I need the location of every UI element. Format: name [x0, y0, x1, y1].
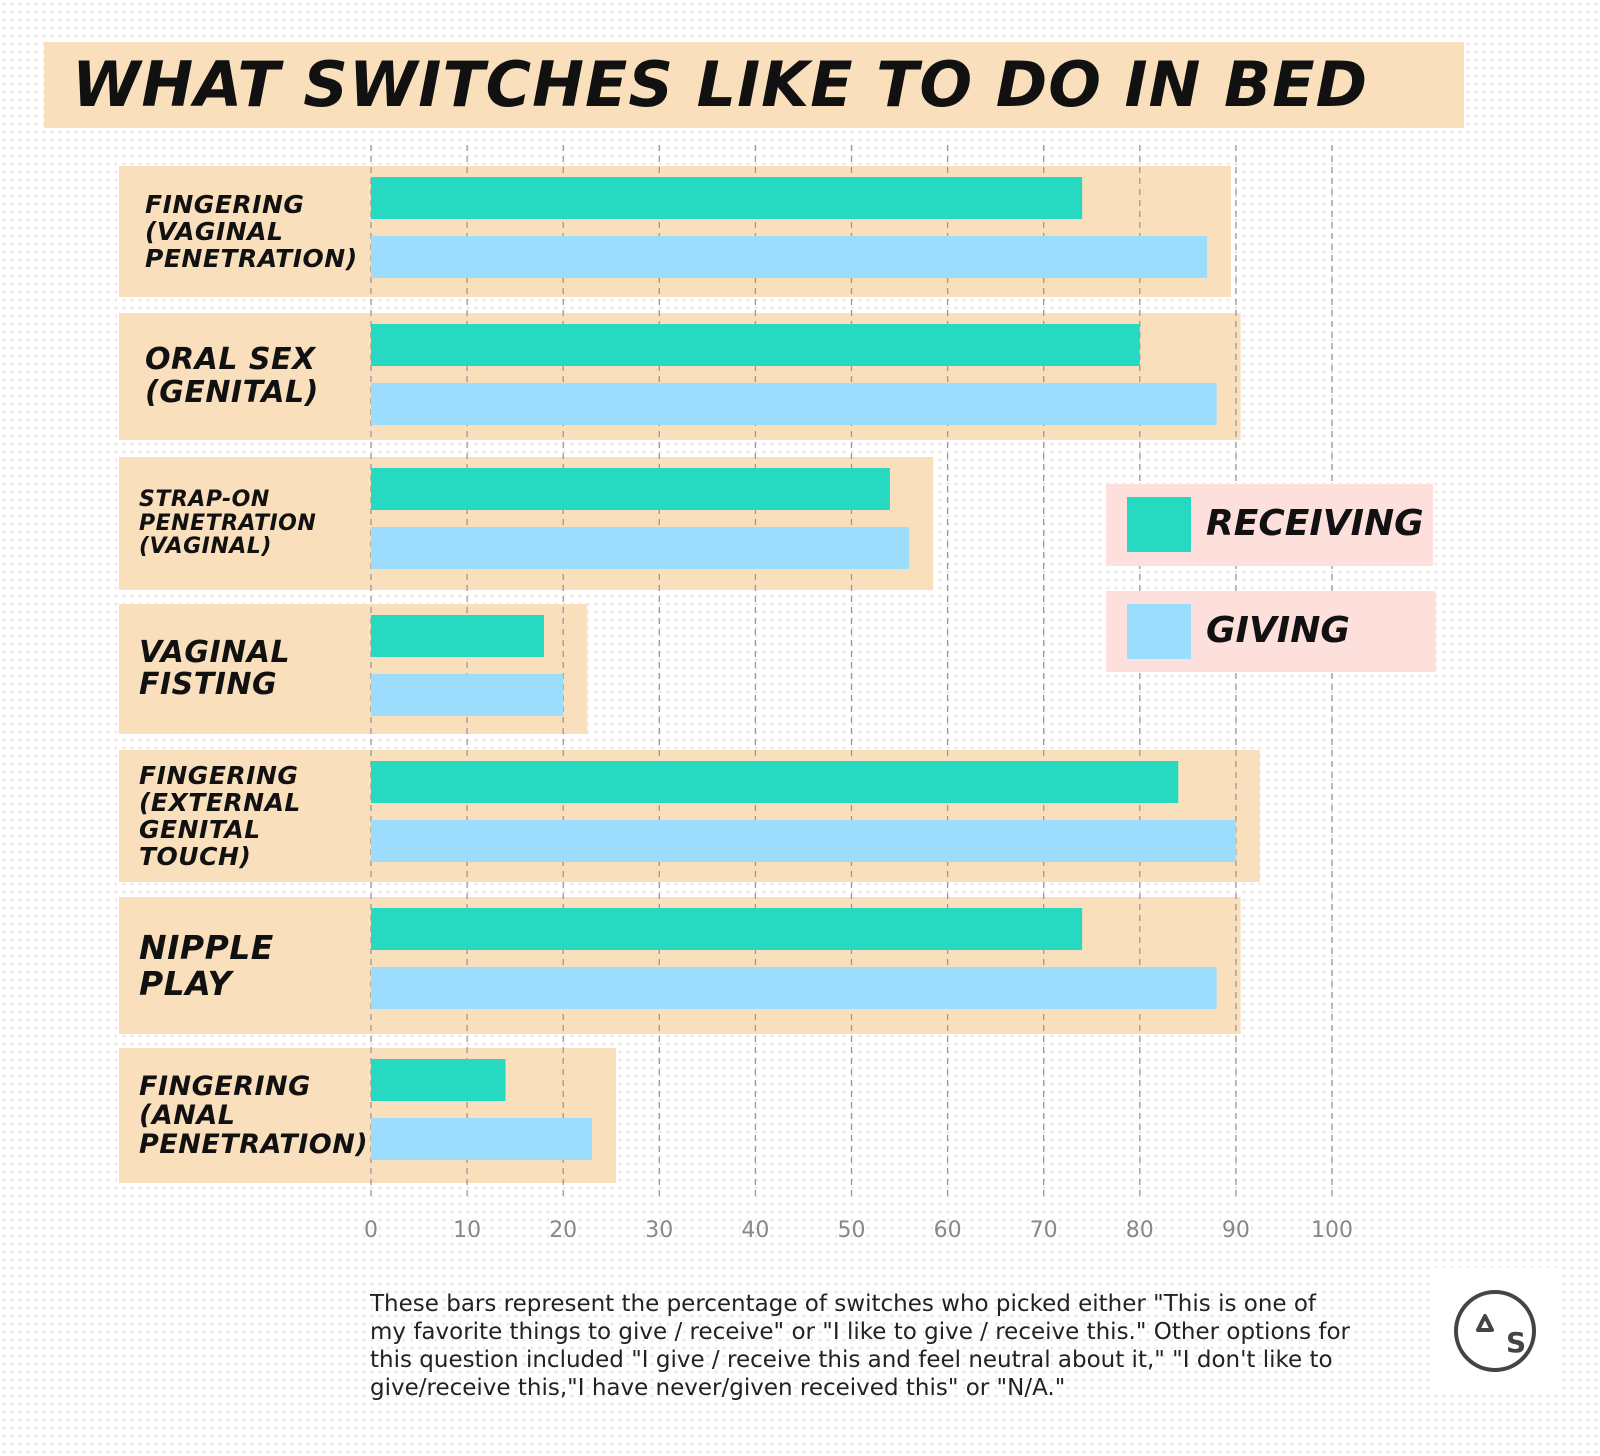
category-label: NIPPLE PLAY — [139, 927, 274, 1003]
x-tick-label: 30 — [645, 1218, 673, 1243]
bar-giving — [371, 967, 1217, 1009]
bar-chart: 0 10 20 30 40 50 60 70 80 90 100 — [119, 145, 1353, 1243]
autostraddle-logo-icon: S — [1454, 1290, 1536, 1372]
category-label: FINGERING (VAGINAL PENETRATION) — [145, 190, 358, 273]
bar-receiving — [371, 761, 1179, 803]
category-label: VAGINAL FISTING — [139, 634, 291, 702]
bar-receiving — [371, 1059, 506, 1101]
bar-receiving — [371, 908, 1083, 950]
x-tick-label: 70 — [1030, 1218, 1058, 1243]
bar-receiving — [371, 324, 1140, 366]
legend-label: RECEIVING — [1206, 503, 1424, 544]
x-tick-label: 0 — [364, 1218, 378, 1243]
legend-swatch — [1127, 497, 1191, 552]
x-tick-label: 90 — [1222, 1218, 1250, 1243]
chart-title: WHAT SWITCHES LIKE TO DO IN BED — [72, 48, 1369, 121]
legend-swatch — [1127, 604, 1191, 659]
x-tick-label: 60 — [934, 1218, 962, 1243]
logo-letter: S — [1506, 1326, 1526, 1359]
category-label: STRAP-ON PENETRATION (VAGINAL) — [139, 486, 317, 560]
bar-giving — [371, 383, 1217, 425]
x-tick-label: 50 — [838, 1218, 866, 1243]
bar-receiving — [371, 177, 1083, 219]
x-tick-label: 100 — [1311, 1218, 1353, 1243]
bar-giving — [371, 820, 1236, 862]
bar-receiving — [371, 615, 544, 657]
x-tick-label: 80 — [1126, 1218, 1154, 1243]
category-label: ORAL SEX (GENITAL) — [145, 342, 319, 410]
bar-receiving — [371, 468, 890, 510]
x-tick-label: 10 — [453, 1218, 481, 1243]
x-tick-label: 20 — [549, 1218, 577, 1243]
footnote: These bars represent the percentage of s… — [370, 1291, 1351, 1401]
category-label: FINGERING (EXTERNAL GENITAL TOUCH) — [139, 761, 301, 871]
x-tick-label: 40 — [741, 1218, 769, 1243]
bar-giving — [371, 1118, 593, 1160]
bar-giving — [371, 527, 910, 569]
category-label: FINGERING (ANAL PENETRATION) — [139, 1070, 369, 1161]
logo: S — [1432, 1268, 1558, 1394]
bar-giving — [371, 236, 1208, 278]
title-band — [44, 42, 1464, 128]
category-band — [119, 1048, 617, 1183]
legend-label: GIVING — [1206, 610, 1350, 651]
bar-giving — [371, 674, 564, 716]
